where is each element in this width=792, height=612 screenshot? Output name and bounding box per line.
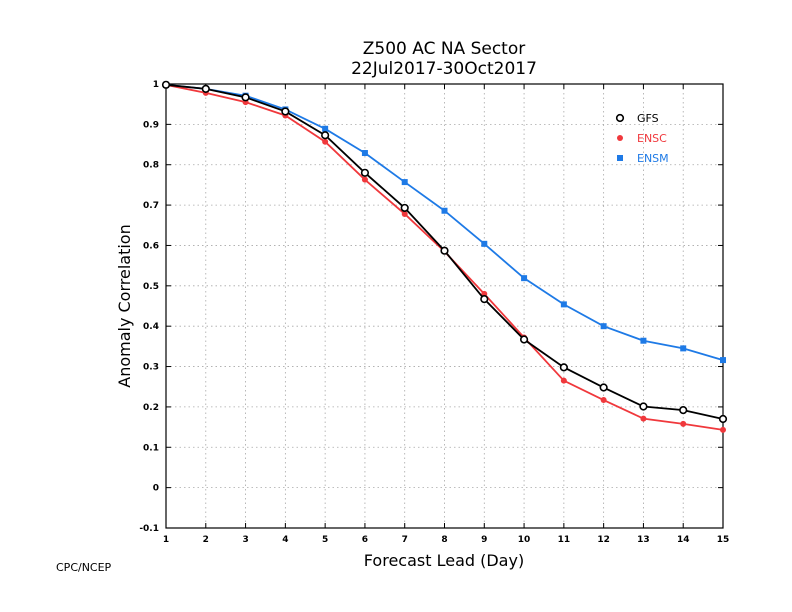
data-point-gfs	[519, 335, 529, 344]
data-point-ensc	[401, 210, 408, 217]
x-tick-label: 7	[402, 535, 408, 545]
data-point-ensm	[560, 301, 567, 308]
data-point-ensm	[521, 275, 528, 282]
legend-label-gfs: GFS	[637, 112, 659, 125]
y-tick-label: 0.6	[143, 241, 159, 251]
data-point-gfs	[360, 168, 370, 177]
x-tick-label: 1	[163, 535, 169, 545]
x-tick-label: 15	[717, 535, 730, 545]
legend: GFS ENSC ENSM	[615, 112, 669, 165]
x-tick-label: 6	[362, 535, 368, 545]
data-point-ensc	[720, 426, 726, 433]
chart-title: Z500 AC NA Sector	[363, 39, 526, 59]
y-tick-label: 0.4	[143, 322, 159, 332]
series-layer	[161, 80, 728, 433]
data-point-gfs	[559, 363, 568, 372]
y-tick-label: 0.3	[143, 363, 159, 373]
y-tick-label: 0.5	[143, 282, 159, 292]
x-tick-label: 11	[558, 535, 571, 545]
x-tick-label: 5	[322, 535, 328, 545]
data-point-ensm	[720, 357, 726, 364]
series-gfs	[161, 80, 728, 424]
data-point-ensm	[481, 240, 488, 247]
x-tick-label: 4	[282, 535, 288, 545]
y-tick-label: 0.2	[143, 403, 159, 413]
legend-marker-ensm	[617, 155, 623, 161]
y-axis-label: Anomaly Correlation	[115, 224, 134, 388]
data-point-ensc	[680, 420, 687, 427]
y-tick-label: 0.1	[143, 443, 159, 453]
data-point-ensc	[600, 397, 607, 404]
data-point-gfs	[400, 203, 409, 213]
data-point-gfs	[679, 406, 688, 415]
x-tick-label: 13	[637, 535, 650, 545]
data-point-gfs	[599, 383, 608, 392]
x-tick-label: 8	[441, 535, 447, 545]
data-point-ensm	[361, 150, 368, 157]
data-point-ensm	[401, 179, 408, 186]
y-tick-label: 0.8	[143, 161, 159, 171]
gridlines	[166, 84, 723, 528]
credit-label: CPC/NCEP	[56, 561, 112, 574]
y-tick-label: 0	[153, 484, 159, 494]
x-tick-label: 12	[597, 535, 610, 545]
data-point-gfs	[321, 131, 330, 140]
x-tick-label: 9	[481, 535, 487, 545]
legend-label-ensm: ENSM	[637, 152, 669, 165]
data-point-ensc	[640, 415, 647, 422]
data-point-ensm	[640, 337, 647, 344]
x-tick-label: 10	[518, 535, 531, 545]
data-point-gfs	[281, 107, 290, 116]
legend-label-ensc: ENSC	[637, 132, 667, 145]
data-point-gfs	[480, 295, 489, 304]
x-tick-label: 14	[677, 535, 690, 545]
data-point-gfs	[201, 84, 210, 93]
data-point-ensc	[322, 138, 329, 145]
data-point-ensm	[322, 125, 329, 132]
y-tick-label: 0.9	[143, 120, 159, 130]
legend-marker-ensc	[617, 135, 623, 141]
data-point-ensm	[680, 345, 687, 352]
data-point-gfs	[718, 414, 728, 424]
chart-subtitle: 22Jul2017-30Oct2017	[351, 59, 537, 79]
data-point-ensc	[361, 176, 368, 183]
data-point-gfs	[241, 93, 250, 102]
y-tick-label: 0.7	[143, 201, 159, 211]
data-point-gfs	[440, 246, 449, 255]
legend-marker-gfs	[615, 113, 625, 123]
axis-ticks: 1 2 3 4 5 6 7 8 9 10 11 12 13 14 15-0.100.10.20.30.40.…	[139, 80, 729, 545]
x-tick-label: 2	[203, 535, 209, 545]
data-point-ensm	[441, 207, 448, 214]
data-point-gfs	[161, 80, 171, 89]
x-tick-label: 3	[242, 535, 248, 545]
data-point-ensc	[560, 377, 567, 384]
data-point-gfs	[639, 402, 648, 411]
y-tick-label: -0.1	[139, 524, 159, 534]
x-axis-label: Forecast Lead (Day)	[364, 551, 524, 570]
data-point-ensm	[600, 323, 607, 330]
y-tick-label: 1	[153, 80, 159, 90]
